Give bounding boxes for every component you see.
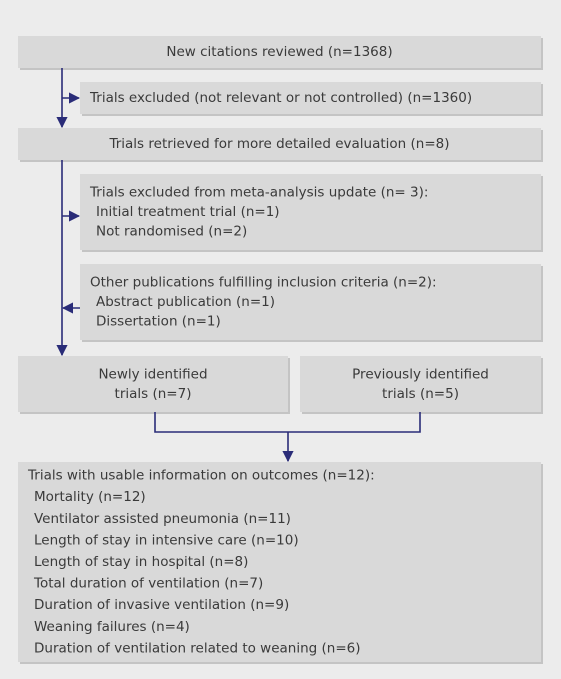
- box: [18, 356, 288, 412]
- box-item: Initial treatment trial (n=1): [96, 204, 280, 220]
- box-item: Abstract publication (n=1): [96, 294, 275, 310]
- box: [80, 264, 541, 340]
- box-item: Not randomised (n=2): [96, 224, 247, 240]
- box-item: Weaning failures (n=4): [34, 619, 190, 635]
- box-heading: Other publications fulfilling inclusion …: [90, 275, 437, 291]
- box-item: Duration of ventilation related to weani…: [34, 640, 361, 656]
- box-heading: Trials excluded (not relevant or not con…: [89, 90, 472, 106]
- box: [300, 356, 541, 412]
- connectors: [56, 68, 421, 463]
- box: [18, 462, 541, 662]
- box-heading: New citations reviewed (n=1368): [166, 44, 392, 60]
- box-item: Length of stay in hospital (n=8): [34, 554, 248, 570]
- box: [18, 128, 541, 160]
- boxes: New citations reviewed (n=1368) Trials ex…: [18, 36, 543, 664]
- box-item: Total duration of ventilation (n=7): [33, 576, 263, 592]
- box-item: Dissertation (n=1): [96, 314, 221, 330]
- box-heading: Trials retrieved for more detailed evalu…: [108, 136, 449, 152]
- box: [80, 82, 541, 114]
- box: [18, 36, 541, 68]
- box-item: Length of stay in intensive care (n=10): [34, 532, 299, 548]
- box-heading: Newly identified: [98, 366, 207, 382]
- box-item: trials (n=5): [382, 386, 459, 402]
- box-heading: Trials excluded from meta-analysis updat…: [89, 185, 428, 201]
- box-item: Ventilator assisted pneumonia (n=11): [34, 511, 291, 527]
- box-heading: Trials with usable information on outcom…: [27, 468, 375, 484]
- box: [80, 174, 541, 250]
- box-item: trials (n=7): [115, 386, 192, 402]
- box-item: Duration of invasive ventilation (n=9): [34, 597, 289, 613]
- box-heading: Previously identified: [352, 366, 489, 382]
- box-item: Mortality (n=12): [34, 489, 146, 505]
